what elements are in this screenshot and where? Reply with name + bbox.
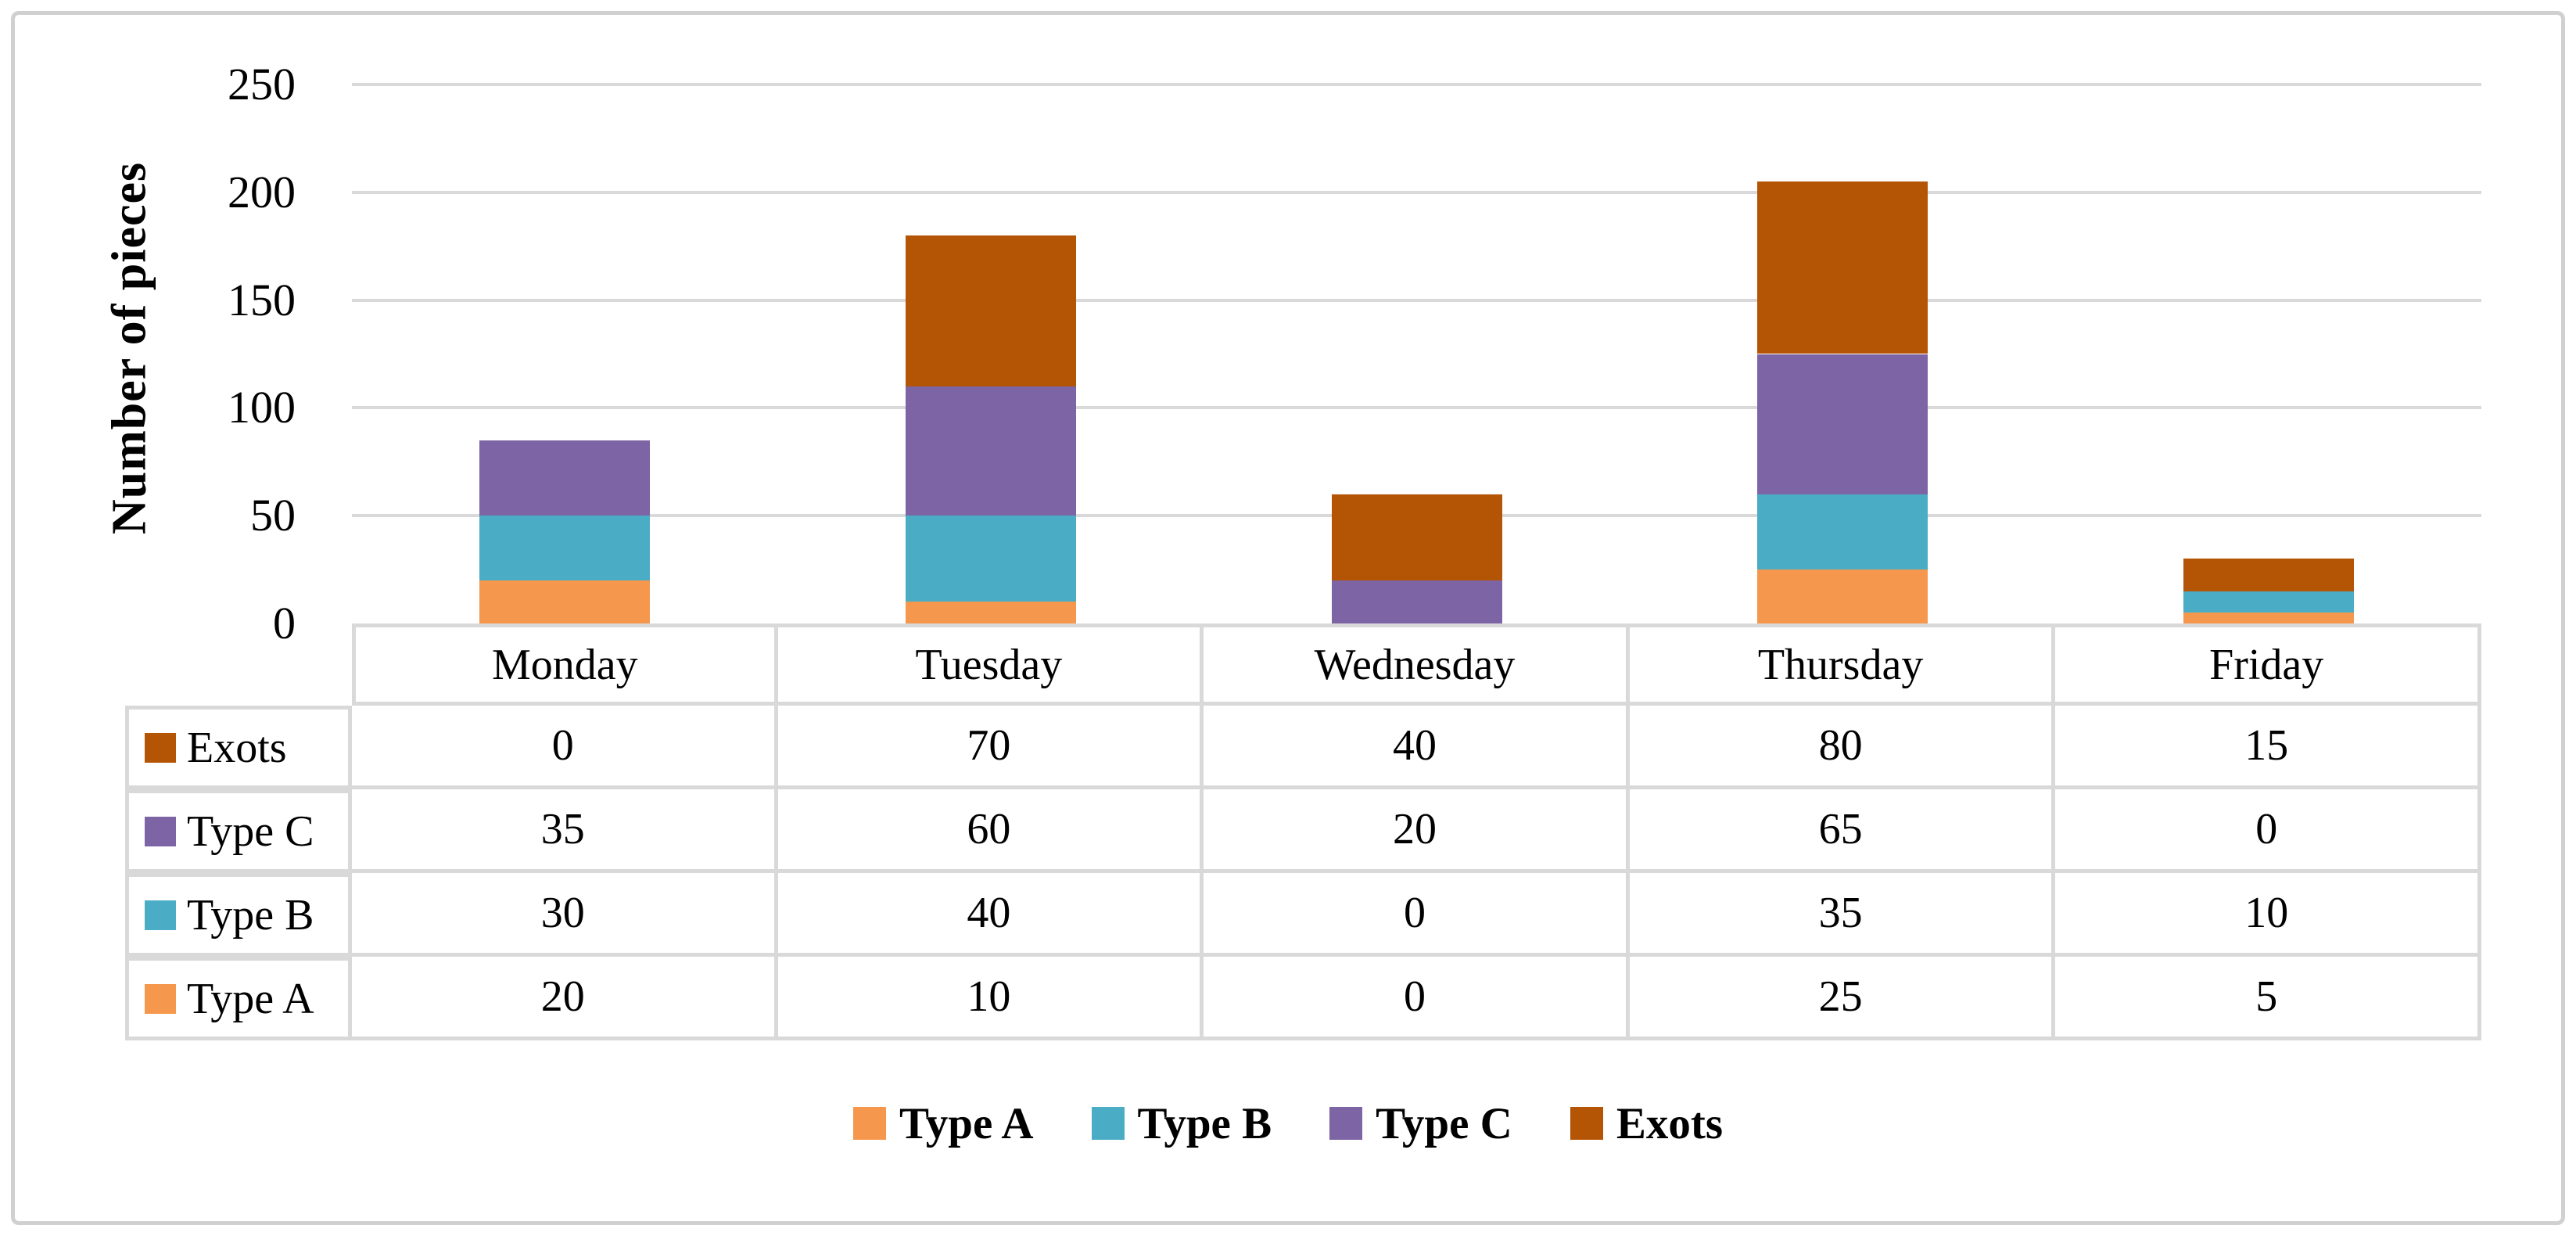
- bar-segment-exots-tuesday: [905, 235, 1076, 386]
- legend-swatch-type-c: [1329, 1107, 1363, 1140]
- table-value-cell-type-a-monday: 20: [352, 957, 778, 1040]
- bar-segment-exots-friday: [2183, 559, 2354, 591]
- table-row-label-text: Type B: [187, 890, 314, 940]
- table-row-label-text: Type A: [187, 974, 314, 1023]
- gridline-150: [352, 298, 2481, 302]
- series-color-swatch-type-b: [145, 900, 176, 930]
- table-value-cell-type-c-thursday: 65: [1629, 789, 2056, 873]
- legend-swatch-exots: [1570, 1107, 1603, 1140]
- bar-segment-exots-thursday: [1757, 181, 1928, 354]
- table-header-cell-wednesday: Wednesday: [1204, 623, 1630, 706]
- bar-segment-exots-wednesday: [1331, 494, 1502, 580]
- table-value-cell-exots-friday: 15: [2055, 706, 2481, 789]
- gridline-250: [352, 83, 2481, 86]
- table-row-label-type-a: Type A: [125, 957, 352, 1040]
- y-tick-label-50: 50: [250, 490, 296, 541]
- bar-segment-type-c-tuesday: [905, 386, 1076, 516]
- table-value-cell-exots-thursday: 80: [1629, 706, 2056, 789]
- bar-segment-type-c-thursday: [1757, 354, 1928, 494]
- table-value-cell-type-a-friday: 5: [2055, 957, 2481, 1040]
- table-row-label-type-b: Type B: [125, 873, 352, 957]
- bar-segment-type-b-friday: [2183, 591, 2354, 613]
- y-tick-label-0: 0: [273, 598, 296, 649]
- bar-segment-type-a-friday: [2183, 613, 2354, 623]
- table-value-cell-type-b-thursday: 35: [1629, 873, 2056, 957]
- legend-item-exots: Exots: [1570, 1098, 1723, 1149]
- table-corner-cell: [125, 623, 352, 706]
- legend-label-type-c: Type C: [1376, 1098, 1512, 1148]
- legend: Type A Type B Type C Exots: [0, 1095, 2576, 1152]
- table-value-cell-type-a-wednesday: 0: [1204, 957, 1630, 1040]
- legend-label-type-a: Type A: [899, 1098, 1034, 1148]
- table-header-cell-tuesday: Tuesday: [777, 623, 1204, 706]
- bar-segment-type-b-tuesday: [905, 516, 1076, 602]
- table-value-cell-type-c-monday: 35: [352, 789, 778, 873]
- bar-segment-type-c-wednesday: [1331, 580, 1502, 623]
- y-tick-label-250: 250: [228, 59, 296, 110]
- legend-swatch-type-b: [1091, 1107, 1125, 1140]
- table-value-cell-type-c-friday: 0: [2055, 789, 2481, 873]
- series-color-swatch-type-a: [145, 983, 176, 1014]
- table-header-cell-thursday: Thursday: [1629, 623, 2056, 706]
- table-value-cell-type-a-thursday: 25: [1629, 957, 2056, 1040]
- legend-label-type-b: Type B: [1137, 1098, 1272, 1148]
- table-header-cell-friday: Friday: [2055, 623, 2481, 706]
- series-color-swatch-exots: [145, 732, 176, 763]
- bar-segment-type-a-thursday: [1757, 569, 1928, 623]
- table-row-label-exots: Exots: [125, 706, 352, 789]
- y-tick-label-150: 150: [228, 274, 296, 325]
- legend-item-type-b: Type B: [1091, 1098, 1272, 1149]
- series-color-swatch-type-c: [145, 816, 176, 846]
- legend-swatch-type-a: [852, 1107, 886, 1140]
- table-value-cell-type-b-wednesday: 0: [1204, 873, 1630, 957]
- table-row-label-type-c: Type C: [125, 789, 352, 873]
- table-value-cell-type-b-tuesday: 40: [777, 873, 1204, 957]
- table-value-cell-exots-tuesday: 70: [777, 706, 1204, 789]
- gridline-100: [352, 406, 2481, 410]
- table-value-cell-type-c-tuesday: 60: [777, 789, 1204, 873]
- y-tick-label-100: 100: [228, 382, 296, 433]
- bar-segment-type-b-monday: [479, 516, 651, 580]
- table-value-cell-type-a-tuesday: 10: [777, 957, 1204, 1040]
- bar-segment-type-b-thursday: [1757, 494, 1928, 570]
- legend-item-type-a: Type A: [852, 1098, 1034, 1149]
- table-value-cell-type-b-friday: 10: [2055, 873, 2481, 957]
- table-value-cell-exots-monday: 0: [352, 706, 778, 789]
- gridline-200: [352, 190, 2481, 194]
- table-row-label-text: Type C: [187, 807, 314, 856]
- table-value-cell-exots-wednesday: 40: [1204, 706, 1630, 789]
- bar-segment-type-c-monday: [479, 440, 651, 516]
- bar-segment-type-a-monday: [479, 580, 651, 623]
- table-row-label-text: Exots: [187, 723, 287, 772]
- y-axis-title: Number of pieces: [102, 161, 156, 535]
- table-value-cell-type-c-wednesday: 20: [1204, 789, 1630, 873]
- legend-item-type-c: Type C: [1329, 1098, 1512, 1149]
- bar-segment-type-a-tuesday: [905, 602, 1076, 623]
- table-value-cell-type-b-monday: 30: [352, 873, 778, 957]
- legend-label-exots: Exots: [1616, 1098, 1723, 1148]
- table-header-cell-monday: Monday: [352, 623, 778, 706]
- data-table: Monday Tuesday Wednesday Thursday Friday Exot…: [125, 623, 2481, 1040]
- y-tick-label-200: 200: [228, 166, 296, 217]
